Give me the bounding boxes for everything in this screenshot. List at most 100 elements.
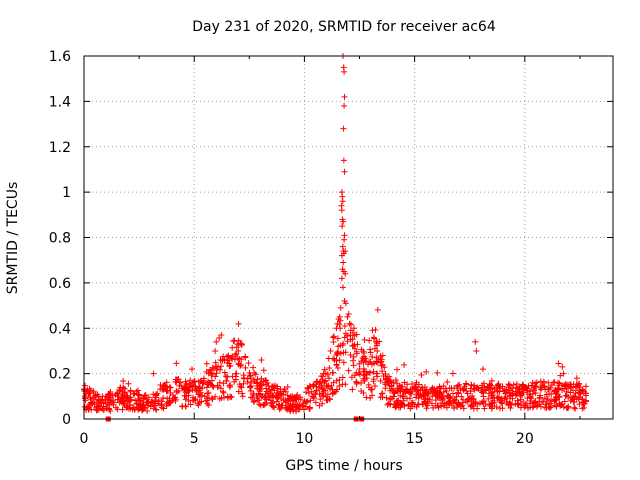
data-point (548, 397, 555, 404)
data-point (169, 397, 176, 404)
data-point (319, 400, 326, 407)
data-point (400, 397, 407, 404)
data-point (475, 385, 482, 392)
data-point (397, 400, 404, 407)
data-point (369, 353, 376, 360)
data-point (230, 338, 237, 345)
data-point (105, 396, 112, 403)
data-point (236, 381, 243, 388)
data-point (370, 378, 377, 385)
data-point (479, 366, 486, 373)
chart-title: Day 231 of 2020, SRMTID for receiver ac6… (192, 19, 496, 35)
data-point (381, 364, 388, 371)
data-point (183, 380, 190, 387)
data-point (369, 327, 376, 334)
data-point (412, 383, 419, 390)
data-point (480, 390, 487, 397)
data-point (395, 397, 402, 404)
data-point (324, 391, 331, 398)
data-point (527, 394, 534, 401)
data-point (340, 157, 347, 164)
data-point (85, 390, 92, 397)
data-point (485, 390, 492, 397)
data-point (440, 382, 447, 389)
data-point (212, 347, 219, 354)
data-point (342, 330, 349, 337)
data-point (361, 336, 368, 343)
data-point (576, 394, 583, 401)
data-point (365, 381, 372, 388)
data-point (499, 383, 506, 390)
data-point (246, 383, 253, 390)
data-point (341, 68, 348, 75)
data-point (234, 341, 241, 348)
data-point (159, 386, 166, 393)
data-point (545, 386, 552, 393)
data-point (450, 405, 457, 412)
data-point (313, 387, 320, 394)
data-point (140, 395, 147, 402)
data-point (97, 396, 104, 403)
data-point (424, 402, 431, 409)
data-point (445, 392, 452, 399)
data-point (270, 385, 277, 392)
data-point (423, 405, 430, 412)
data-point (291, 394, 298, 401)
data-point (225, 352, 232, 359)
data-point (558, 387, 565, 394)
data-point (324, 371, 331, 378)
data-point (235, 361, 242, 368)
data-point (498, 399, 505, 406)
data-point (163, 402, 170, 409)
data-point (392, 376, 399, 383)
data-point (489, 402, 496, 409)
data-point (342, 248, 349, 255)
data-point (340, 259, 347, 266)
data-point (192, 383, 199, 390)
data-point (548, 403, 555, 410)
data-point (266, 386, 273, 393)
data-point (181, 392, 188, 399)
data-point (235, 337, 242, 344)
data-point (120, 377, 127, 384)
data-point (382, 385, 389, 392)
data-point (136, 392, 143, 399)
data-point (216, 379, 223, 386)
data-point (185, 397, 192, 404)
data-point (446, 395, 453, 402)
data-point (193, 387, 200, 394)
data-point (216, 334, 223, 341)
data-point (182, 403, 189, 410)
data-point (270, 393, 277, 400)
data-point (377, 377, 384, 384)
data-point (430, 404, 437, 411)
data-point (278, 395, 285, 402)
data-point (486, 381, 493, 388)
data-point (342, 270, 349, 277)
data-point (204, 397, 211, 404)
data-point (195, 378, 202, 385)
data-point (340, 218, 347, 225)
data-point (239, 393, 246, 400)
data-point (577, 384, 584, 391)
data-point (341, 322, 348, 329)
data-point (256, 381, 263, 388)
data-point (220, 389, 227, 396)
data-point (220, 353, 227, 360)
data-point (551, 388, 558, 395)
data-point (123, 403, 130, 410)
data-point (224, 373, 231, 380)
data-point (450, 390, 457, 397)
data-point (347, 321, 354, 328)
data-point (196, 385, 203, 392)
y-tick-label: 0 (62, 412, 71, 428)
data-point (516, 383, 523, 390)
y-tick-label: 1 (62, 185, 71, 201)
data-point (474, 384, 481, 391)
data-point (82, 382, 89, 389)
data-point (338, 207, 345, 214)
data-point (373, 370, 380, 377)
data-point (468, 402, 475, 409)
data-point (351, 372, 358, 379)
data-point (192, 396, 199, 403)
